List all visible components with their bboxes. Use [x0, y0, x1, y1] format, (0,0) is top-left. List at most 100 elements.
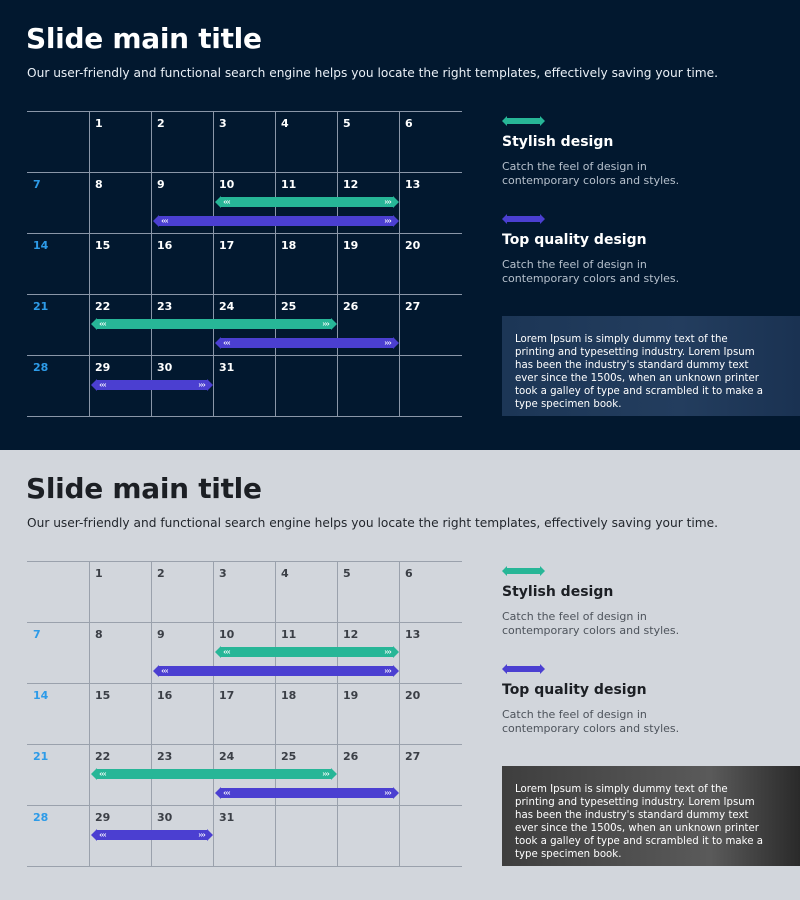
day-number: 8 — [95, 178, 103, 191]
grid-column-line — [151, 561, 152, 867]
day-number: 3 — [219, 567, 227, 580]
day-number: 1 — [95, 567, 103, 580]
grid-column-line — [275, 111, 276, 417]
day-number: 18 — [281, 239, 297, 252]
day-number: 5 — [343, 117, 351, 130]
day-number: 26 — [343, 300, 359, 313]
grid-column-line — [337, 561, 338, 867]
feature-desc-top-quality: Catch the feel of design in contemporary… — [502, 258, 680, 285]
day-number: 22 — [95, 300, 111, 313]
day-number: 2 — [157, 117, 165, 130]
day-number: 10 — [219, 178, 235, 191]
day-number: 26 — [343, 750, 359, 763]
double-arrow-icon-teal — [502, 111, 545, 126]
day-number: 31 — [219, 811, 235, 824]
grid-row-line — [27, 355, 462, 356]
day-number: 25 — [281, 300, 297, 313]
day-number: 11 — [281, 178, 297, 191]
event-bar — [215, 646, 399, 658]
event-bar — [153, 215, 399, 227]
week-number: 21 — [33, 750, 49, 763]
slide-subtitle: Our user-friendly and functional search … — [27, 516, 719, 530]
slide-subtitle: Our user-friendly and functional search … — [27, 66, 719, 80]
grid-column-line — [399, 561, 400, 867]
calendar-grid: 1 2 3 4 5 6 7 8 9 10 11 12 13 14 15 16 17 18 19 20 21 22 23 24 2… — [27, 111, 462, 417]
day-number: 17 — [219, 239, 235, 252]
day-number: 30 — [157, 811, 173, 824]
feature-desc-stylish: Catch the feel of design in contemporary… — [502, 160, 680, 187]
week-number: 14 — [33, 239, 49, 252]
day-number: 13 — [405, 628, 421, 641]
grid-column-line — [337, 111, 338, 417]
day-number: 23 — [157, 300, 173, 313]
event-bar — [91, 379, 213, 391]
grid-row-line — [27, 294, 462, 295]
feature-desc-top-quality: Catch the feel of design in contemporary… — [502, 708, 680, 735]
day-number: 25 — [281, 750, 297, 763]
grid-column-line — [275, 561, 276, 867]
grid-row-line — [27, 683, 462, 684]
grid-row-line — [27, 805, 462, 806]
day-number: 20 — [405, 689, 421, 702]
day-number: 5 — [343, 567, 351, 580]
day-number: 16 — [157, 239, 173, 252]
feature-desc-stylish: Catch the feel of design in contemporary… — [502, 610, 680, 637]
feature-title-stylish: Stylish design — [502, 584, 614, 600]
week-number: 28 — [33, 811, 49, 824]
double-arrow-icon-purple — [502, 659, 545, 674]
event-bar — [91, 829, 213, 841]
day-number: 8 — [95, 628, 103, 641]
day-number: 29 — [95, 811, 111, 824]
day-number: 27 — [405, 300, 421, 313]
event-bar — [91, 768, 337, 780]
day-number: 3 — [219, 117, 227, 130]
grid-row-line — [27, 866, 462, 867]
grid-row-line — [27, 622, 462, 623]
double-arrow-icon-purple — [502, 209, 545, 224]
event-bar — [153, 665, 399, 677]
day-number: 18 — [281, 689, 297, 702]
calendar-grid: 1 2 3 4 5 6 7 8 9 10 11 12 13 14 15 16 17 18 19 20 21 22 23 24 2… — [27, 561, 462, 867]
feature-title-top-quality: Top quality design — [502, 682, 647, 698]
day-number: 11 — [281, 628, 297, 641]
day-number: 24 — [219, 300, 235, 313]
grid-column-line — [213, 111, 214, 417]
event-bar — [215, 196, 399, 208]
week-number: 7 — [33, 178, 41, 191]
day-number: 6 — [405, 117, 413, 130]
feature-title-stylish: Stylish design — [502, 134, 614, 150]
day-number: 9 — [157, 178, 165, 191]
event-bar — [215, 337, 399, 349]
day-number: 12 — [343, 178, 359, 191]
grid-row-line — [27, 416, 462, 417]
slide-dark: Slide main title Our user-friendly and f… — [0, 0, 800, 450]
day-number: 19 — [343, 239, 359, 252]
day-number: 27 — [405, 750, 421, 763]
week-number: 14 — [33, 689, 49, 702]
day-number: 9 — [157, 628, 165, 641]
day-number: 19 — [343, 689, 359, 702]
day-number: 23 — [157, 750, 173, 763]
day-number: 24 — [219, 750, 235, 763]
week-number: 7 — [33, 628, 41, 641]
feature-title-top-quality: Top quality design — [502, 232, 647, 248]
day-number: 29 — [95, 361, 111, 374]
grid-row-line — [27, 744, 462, 745]
day-number: 20 — [405, 239, 421, 252]
grid-column-line — [213, 561, 214, 867]
week-number: 21 — [33, 300, 49, 313]
grid-row-line — [27, 111, 462, 112]
day-number: 16 — [157, 689, 173, 702]
slide-title: Slide main title — [26, 472, 262, 505]
event-bar — [91, 318, 337, 330]
grid-column-line — [151, 111, 152, 417]
grid-column-line — [89, 111, 90, 417]
day-number: 22 — [95, 750, 111, 763]
event-bar — [215, 787, 399, 799]
grid-row-line — [27, 172, 462, 173]
day-number: 31 — [219, 361, 235, 374]
day-number: 1 — [95, 117, 103, 130]
lorem-text-box: Lorem Ipsum is simply dummy text of the … — [502, 316, 800, 416]
day-number: 2 — [157, 567, 165, 580]
day-number: 6 — [405, 567, 413, 580]
